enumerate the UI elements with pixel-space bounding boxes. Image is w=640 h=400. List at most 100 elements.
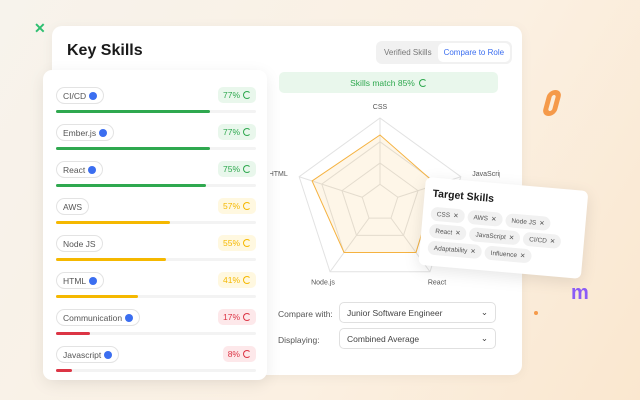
progress-ring-icon xyxy=(243,128,251,136)
skill-row: CI/CD 77% xyxy=(56,75,256,113)
skill-percent: 8% xyxy=(227,349,240,359)
skill-progress-fill xyxy=(56,258,166,261)
tag-label: React xyxy=(434,228,453,237)
skill-chip[interactable]: Ember.js xyxy=(56,124,115,141)
skill-name: React xyxy=(63,164,86,175)
remove-tag-icon[interactable]: ✕ xyxy=(454,229,461,238)
remove-tag-icon[interactable]: ✕ xyxy=(490,215,497,224)
skill-row: Ember.js 77% xyxy=(56,112,256,150)
skill-chip[interactable]: React xyxy=(56,161,104,178)
compare-select[interactable]: Junior Software Engineer ⌄ xyxy=(339,302,496,323)
skill-progress-track xyxy=(56,295,256,298)
radar-axis-label: React xyxy=(428,279,446,286)
tab-compare-to-role[interactable]: Compare to Role xyxy=(437,43,511,62)
verified-badge-icon xyxy=(88,165,97,174)
skill-percent-badge: 17% xyxy=(217,309,256,325)
target-skill-tag: CI/CD ✕ xyxy=(522,231,562,250)
skills-match-banner: Skills match 85% xyxy=(279,72,498,93)
skill-chip[interactable]: Node JS xyxy=(56,235,103,252)
view-toggle: Verified Skills Compare to Role xyxy=(376,41,513,64)
skill-chip[interactable]: Communication xyxy=(56,309,141,326)
skill-row: Node JS 55% xyxy=(56,223,256,261)
chevron-down-icon: ⌄ xyxy=(480,333,488,343)
radar-grid-ring xyxy=(341,162,419,236)
target-tags: CSS ✕ AWS ✕ Node JS ✕ React ✕ JavaScript ✕ CI/CD ✕ A… xyxy=(427,206,578,268)
skill-progress-track xyxy=(56,110,256,113)
progress-ring-icon xyxy=(243,276,251,284)
target-skill-tag: JavaScript ✕ xyxy=(469,227,521,246)
skill-progress-fill xyxy=(56,184,206,187)
tag-label: JavaScript xyxy=(475,231,507,242)
remove-tag-icon[interactable]: ✕ xyxy=(519,252,526,260)
skill-percent-badge: 77% xyxy=(217,87,256,103)
skill-chip[interactable]: CI/CD xyxy=(56,87,105,104)
remove-tag-icon[interactable]: ✕ xyxy=(452,212,459,220)
target-skill-tag: Adaptability ✕ xyxy=(427,240,483,260)
sparkle-icon: ✕ xyxy=(34,20,46,36)
page-title: Key Skills xyxy=(67,42,143,59)
skill-percent-badge: 55% xyxy=(217,235,256,251)
progress-ring-icon xyxy=(243,239,251,247)
tab-verified-skills[interactable]: Verified Skills xyxy=(384,48,432,57)
target-skill-tag: Influence ✕ xyxy=(484,245,532,264)
compare-value: Junior Software Engineer xyxy=(347,307,443,318)
match-label: Skills match 85% xyxy=(350,77,415,88)
target-skills-card: Target Skills CSS ✕ AWS ✕ Node JS ✕ React ✕ Java… xyxy=(418,177,589,279)
skill-progress-fill xyxy=(56,332,90,335)
skill-chip[interactable]: AWS xyxy=(56,198,90,215)
skill-name: CI/CD xyxy=(63,90,87,101)
radar-axis-label: JavaScript xyxy=(472,171,500,178)
verified-badge-icon xyxy=(104,350,113,359)
skill-row: React 75% xyxy=(56,149,256,187)
skill-progress-fill xyxy=(56,147,210,150)
skill-percent-badge: 75% xyxy=(217,161,256,177)
skill-name: Communication xyxy=(63,312,123,323)
skill-progress-track xyxy=(56,258,256,261)
radar-axis xyxy=(329,217,370,273)
skill-progress-track xyxy=(56,369,256,372)
skill-progress-fill xyxy=(56,221,170,224)
skill-percent: 41% xyxy=(222,275,240,285)
skill-chip[interactable]: HTML xyxy=(56,272,105,289)
skill-percent: 17% xyxy=(222,312,240,322)
remove-tag-icon[interactable]: ✕ xyxy=(469,248,477,256)
skill-row: Javascript 8% xyxy=(56,334,256,372)
skill-chip[interactable]: Javascript xyxy=(56,346,120,363)
radar-grid-ring xyxy=(361,183,399,219)
skill-name: Node JS xyxy=(63,238,96,249)
skill-percent: 75% xyxy=(222,164,240,174)
target-skill-tag: Node JS ✕ xyxy=(504,213,552,232)
remove-tag-icon[interactable]: ✕ xyxy=(538,220,545,228)
displaying-select[interactable]: Combined Average ⌄ xyxy=(339,328,496,349)
skill-percent-badge: 41% xyxy=(217,272,256,288)
tag-label: AWS xyxy=(473,214,489,223)
tag-label: CSS xyxy=(436,211,451,220)
radar-grid-ring xyxy=(298,117,462,273)
skill-name: Ember.js xyxy=(63,127,97,138)
target-skill-tag: CSS ✕ xyxy=(430,206,466,224)
verified-badge-icon xyxy=(89,91,98,100)
skill-name: AWS xyxy=(63,201,83,212)
m-decoration: m xyxy=(571,282,589,304)
skill-percent-badge: 8% xyxy=(222,346,256,362)
displaying-label: Displaying: xyxy=(278,335,320,345)
tag-label: CI/CD xyxy=(528,236,548,245)
progress-ring-icon xyxy=(243,350,251,358)
compare-label: Compare with: xyxy=(278,309,333,319)
remove-tag-icon[interactable]: ✕ xyxy=(549,238,556,246)
skill-row: AWS 57% xyxy=(56,186,256,224)
skill-progress-fill xyxy=(56,369,72,372)
verified-badge-icon xyxy=(125,313,134,322)
progress-ring-icon xyxy=(243,91,251,99)
skills-list: CI/CD 77% Ember.js 77% React 75% AWS 57%… xyxy=(43,70,267,380)
tag-label: Node JS xyxy=(511,217,537,227)
radar-axis-label: Node.js xyxy=(311,279,335,286)
skill-progress-track xyxy=(56,147,256,150)
tag-label: Influence xyxy=(490,249,518,260)
skill-percent-badge: 77% xyxy=(217,124,256,140)
progress-ring-icon xyxy=(243,165,251,173)
remove-tag-icon[interactable]: ✕ xyxy=(508,234,515,242)
skill-percent: 57% xyxy=(222,201,240,211)
radar-axis-label: HTML xyxy=(270,171,288,178)
dot-decoration xyxy=(534,311,538,315)
